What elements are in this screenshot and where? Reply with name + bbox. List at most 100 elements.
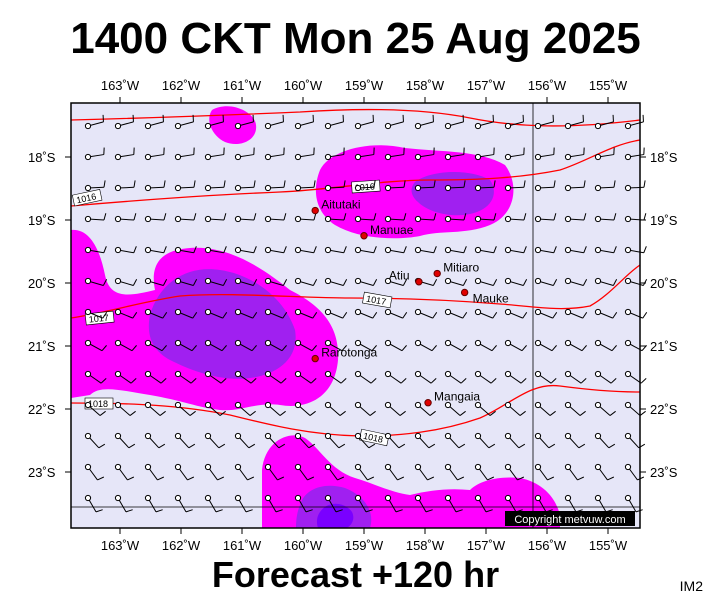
wind-barb xyxy=(444,277,468,286)
wind-barb xyxy=(264,463,285,481)
wind-barb xyxy=(564,370,587,384)
wind-barb xyxy=(294,308,318,319)
wind-barb xyxy=(504,401,526,416)
wind-barb xyxy=(564,180,586,192)
wind-barb xyxy=(504,246,527,254)
wind-barb xyxy=(204,432,226,449)
wind-barb xyxy=(114,432,136,449)
wind-barb xyxy=(114,494,133,513)
wind-barb xyxy=(534,180,556,192)
wind-barb xyxy=(144,114,164,130)
wind-barb xyxy=(414,147,435,161)
wind-barb xyxy=(474,432,496,449)
place-marker xyxy=(424,399,432,407)
isobar-label: 1016 xyxy=(75,191,97,205)
lat-label: 22˚S xyxy=(650,402,678,417)
wind-barb xyxy=(444,147,465,161)
lon-label: 157˚W xyxy=(467,538,506,553)
wind-barb xyxy=(624,114,644,130)
lat-label: 19˚S xyxy=(650,213,678,228)
rain-area-heavy xyxy=(316,503,354,528)
wind-barb xyxy=(294,432,316,449)
wind-barb xyxy=(594,401,616,416)
wind-barb xyxy=(504,339,527,352)
wind-barb xyxy=(594,180,616,192)
wind-barb xyxy=(114,246,137,254)
wind-barb xyxy=(84,339,107,352)
lat-label: 18˚S xyxy=(650,150,678,165)
wind-barb xyxy=(204,246,227,254)
wind-barb xyxy=(324,370,347,384)
wind-barb xyxy=(174,180,196,192)
wind-barb xyxy=(474,401,496,416)
wind-barb xyxy=(324,277,348,286)
lon-label: 163˚W xyxy=(101,538,140,553)
isobar-label: 1018 xyxy=(362,431,384,445)
copyright-box xyxy=(505,511,635,526)
wind-barb xyxy=(624,180,646,192)
wind-barb xyxy=(264,114,284,130)
wind-barb xyxy=(114,401,136,416)
wind-barb xyxy=(534,114,554,130)
wind-barb xyxy=(594,213,617,223)
rain-area-medium xyxy=(411,171,494,216)
wind-barb xyxy=(324,432,346,449)
wind-barb xyxy=(354,308,378,319)
wind-barb xyxy=(174,494,193,513)
isobar-labels: 1016 1016 1017 1017 1018 1018 xyxy=(71,179,393,447)
wind-barb xyxy=(264,180,286,192)
wind-barb xyxy=(144,401,166,416)
wind-barb xyxy=(444,370,467,384)
place-marker xyxy=(460,288,469,297)
map-frame xyxy=(70,102,641,529)
wind-barb xyxy=(264,213,287,223)
wind-barb xyxy=(234,370,257,384)
wind-barb xyxy=(564,114,584,130)
lon-label: 155˚W xyxy=(589,78,628,93)
lon-label: 161˚W xyxy=(223,538,262,553)
wind-barb xyxy=(414,370,437,384)
wind-barb xyxy=(234,147,255,161)
wind-barb xyxy=(534,401,556,416)
wind-barb xyxy=(324,463,345,481)
wind-barb xyxy=(144,213,167,223)
wind-barb xyxy=(534,463,555,481)
wind-barb xyxy=(354,246,377,254)
place-marker xyxy=(433,269,441,278)
map-title: 1400 CKT Mon 25 Aug 2025 xyxy=(70,14,641,63)
wind-barb xyxy=(504,213,527,223)
wind-barb xyxy=(384,114,404,130)
wind-barb xyxy=(294,213,317,223)
wind-barb xyxy=(414,114,434,130)
wind-barb xyxy=(114,180,136,192)
wind-barb xyxy=(324,114,344,130)
wind-barb xyxy=(144,277,168,286)
lat-label: 19˚S xyxy=(28,213,56,228)
wind-barb xyxy=(534,339,557,352)
wind-barb xyxy=(84,213,107,223)
place-labels: Aitutaki Manuae Atiu Mitiaro Mauke Rarotonga M… xyxy=(311,198,509,407)
wind-barb xyxy=(174,114,194,130)
wind-barb xyxy=(294,180,316,192)
place-label: Aitutaki xyxy=(321,198,360,212)
wind-barb xyxy=(204,494,223,513)
wind-barb xyxy=(384,339,407,352)
wind-barb xyxy=(294,277,318,286)
wind-barb xyxy=(534,246,557,254)
lon-label: 161˚W xyxy=(223,78,262,93)
wind-barb xyxy=(564,401,586,416)
lon-label: 160˚W xyxy=(284,78,323,93)
wind-barb xyxy=(384,308,408,319)
lon-label: 162˚W xyxy=(162,78,201,93)
wind-barb xyxy=(534,308,558,319)
wind-barb xyxy=(354,213,377,223)
wind-barb xyxy=(444,432,466,449)
lon-label: 159˚W xyxy=(345,78,384,93)
axis-labels: 163˚W 163˚W 162˚W 162˚W 161˚W 161˚W 160˚W 160˚W… xyxy=(28,78,678,553)
wind-barb xyxy=(234,308,258,319)
wind-barb xyxy=(144,339,167,352)
wind-barb xyxy=(114,147,135,161)
lat-label: 20˚S xyxy=(28,276,56,291)
wind-barb xyxy=(84,114,104,130)
